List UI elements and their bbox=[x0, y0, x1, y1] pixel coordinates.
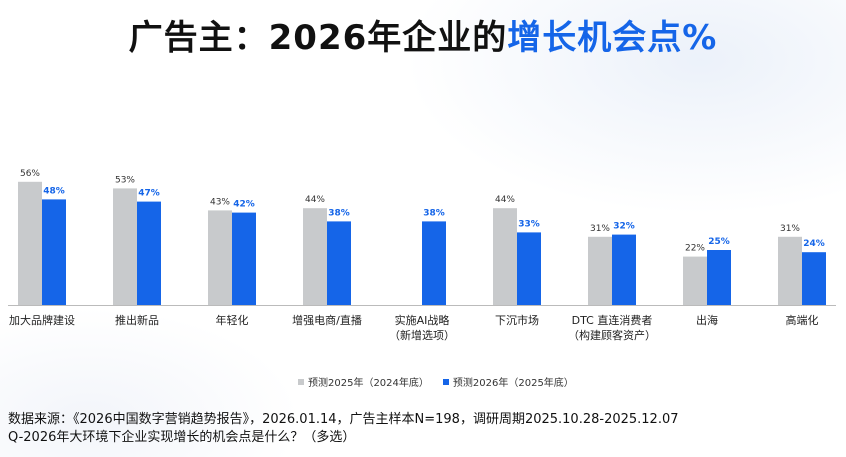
category-label-4-sub: （新增选项） bbox=[389, 328, 455, 342]
category-label-0: 加大品牌建设 bbox=[9, 313, 75, 327]
category-label-3: 增强电商/直播 bbox=[292, 313, 362, 327]
category-label-6: DTC 直连消费者 bbox=[572, 313, 653, 327]
legend-label-2026: 预测2026年（2025年底） bbox=[452, 378, 574, 389]
data-label-2025-3: 44% bbox=[305, 195, 325, 205]
bar-2025-3 bbox=[303, 208, 327, 305]
data-label-2026-8: 24% bbox=[803, 239, 825, 249]
bar-2026-8 bbox=[802, 252, 826, 305]
category-label-6-sub: （构建顾客资产） bbox=[568, 328, 656, 342]
legend-item-2026: 预测2026年（2025年底） bbox=[442, 374, 574, 389]
bar-2026-0 bbox=[42, 199, 66, 305]
data-label-2026-5: 33% bbox=[518, 219, 540, 229]
category-label-8: 高端化 bbox=[786, 313, 819, 327]
bar-2025-1 bbox=[113, 188, 137, 305]
question-line: Q-2026年大环境下企业实现增长的机会点是什么？（多选） bbox=[8, 430, 356, 445]
data-label-2026-7: 25% bbox=[708, 237, 730, 247]
title-accent: 增长机会点% bbox=[507, 18, 718, 58]
data-label-2026-4: 38% bbox=[423, 208, 445, 218]
legend-swatch-2026 bbox=[442, 378, 449, 385]
legend-label-2025: 预测2025年（2024年底） bbox=[308, 378, 429, 389]
bar-2026-5 bbox=[517, 232, 541, 305]
bar-2025-0 bbox=[18, 181, 42, 305]
data-label-2026-6: 32% bbox=[613, 222, 635, 232]
bar-2025-6 bbox=[588, 236, 612, 305]
page-title: 广告主：2026年企业的增长机会点% bbox=[0, 10, 846, 59]
category-label-5: 下沉市场 bbox=[495, 313, 539, 327]
bar-2025-5 bbox=[493, 208, 517, 305]
data-label-2025-8: 31% bbox=[780, 224, 800, 234]
source-line: 数据来源：《2026中国数字营销趋势报告》，2026.01.14，广告主样本N=… bbox=[8, 412, 679, 427]
data-label-2025-7: 22% bbox=[685, 244, 705, 254]
data-label-2025-0: 56% bbox=[20, 169, 40, 179]
data-label-2026-2: 42% bbox=[233, 200, 255, 210]
data-label-2026-1: 47% bbox=[138, 189, 160, 199]
category-label-4: 实施AI战略 bbox=[395, 313, 450, 327]
legend-item-2025: 预测2025年（2024年底） bbox=[298, 374, 429, 389]
legend-swatch-2025 bbox=[298, 378, 304, 385]
title-main: 广告主：2026年企业的 bbox=[128, 18, 508, 58]
source-note: 数据来源：《2026中国数字营销趋势报告》，2026.01.14，广告主样本N=… bbox=[8, 411, 679, 447]
bar-2025-2 bbox=[208, 210, 232, 305]
bar-2026-4 bbox=[422, 221, 446, 305]
data-label-2025-6: 31% bbox=[590, 224, 610, 234]
data-label-2026-0: 48% bbox=[43, 186, 65, 196]
category-label-7: 出海 bbox=[696, 313, 718, 327]
bar-2026-7 bbox=[707, 250, 731, 305]
data-label-2026-3: 38% bbox=[328, 208, 350, 218]
bar-2026-2 bbox=[232, 212, 256, 305]
bar-2025-7 bbox=[683, 256, 707, 305]
category-label-1: 推出新品 bbox=[115, 313, 159, 327]
data-label-2025-2: 43% bbox=[210, 197, 230, 207]
data-label-2025-5: 44% bbox=[495, 195, 515, 205]
bar-2025-8 bbox=[778, 236, 802, 305]
data-label-2025-1: 53% bbox=[115, 175, 135, 185]
category-label-2: 年轻化 bbox=[216, 313, 249, 327]
chart-legend: 预测2025年（2024年底） 预测2026年（2025年底） bbox=[298, 374, 588, 389]
bar-2026-6 bbox=[612, 234, 636, 305]
bar-2026-3 bbox=[327, 221, 351, 305]
bar-2026-1 bbox=[137, 201, 161, 305]
